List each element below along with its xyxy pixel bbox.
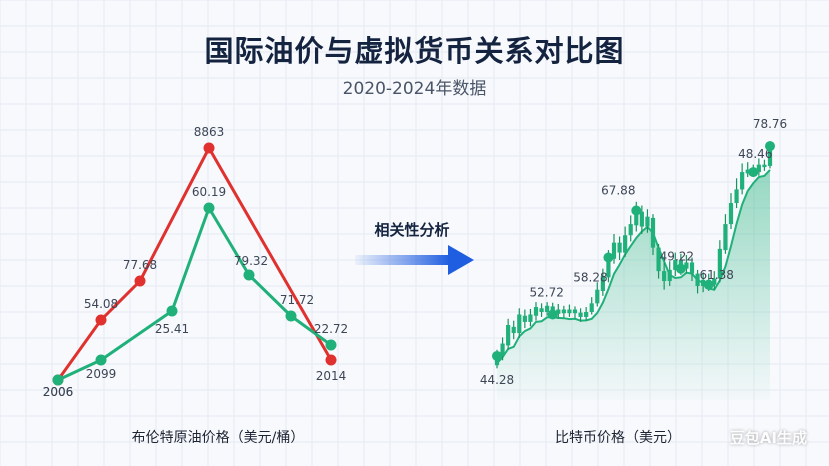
bitcoin-highlight-point — [765, 141, 775, 152]
bitcoin-trend-line — [496, 169, 771, 365]
arrow-label: 相关性分析 — [374, 221, 449, 239]
bitcoin-candle — [728, 193, 734, 230]
oil-data-point — [95, 354, 107, 366]
bitcoin-data-label: 58.28 — [573, 271, 607, 285]
oil-data-label: 22.72 — [314, 322, 348, 336]
oil-data-label: 25.41 — [155, 322, 189, 336]
arrow-head — [448, 245, 474, 275]
oil-data-label: 2014 — [316, 369, 347, 383]
bitcoin-candle — [756, 158, 761, 176]
bitcoin-candle — [712, 271, 717, 290]
oil-data-label: 60.19 — [192, 185, 226, 199]
bitcoin-highlight-point — [492, 350, 502, 361]
bitcoin-candle — [628, 215, 633, 242]
oil-data-label: 8863 — [194, 125, 225, 139]
bitcoin-axis-label: 比特币价格（美元） — [555, 430, 681, 446]
watermark: 豆包AI生成 — [729, 429, 807, 447]
bitcoin-candle — [623, 226, 628, 257]
bitcoin-candle — [578, 308, 583, 322]
bitcoin-candle — [595, 282, 600, 307]
bitcoin-candle — [500, 337, 505, 361]
bitcoin-candle — [695, 269, 700, 294]
bitcoin-candle — [567, 304, 572, 317]
oil-data-label: 54.08 — [84, 297, 118, 311]
arrow-shaft — [355, 255, 450, 265]
bitcoin-candle — [617, 236, 622, 260]
bitcoin-highlight-point — [547, 309, 558, 320]
oil-data-point — [166, 305, 178, 317]
bitcoin-candle — [572, 306, 578, 319]
bitcoin-candle — [662, 262, 667, 290]
oil-data-label: 77.68 — [123, 258, 157, 272]
bitcoin-data-label: 52.72 — [530, 285, 564, 299]
bitcoin-highlight-point — [675, 263, 686, 274]
oil-data-label: 2006 — [43, 385, 74, 399]
bitcoin-candle — [745, 162, 750, 178]
oil-data-point — [285, 310, 297, 322]
oil-data-label: 79.32 — [234, 254, 268, 268]
bitcoin-data-label: 61.38 — [700, 268, 734, 282]
bitcoin-highlight-point — [748, 167, 759, 178]
bitcoin-candle — [656, 243, 661, 279]
bitcoin-highlight-point — [703, 279, 714, 290]
bitcoin-data-label: 44.28 — [480, 373, 514, 387]
oil-data-label: 2099 — [86, 367, 117, 381]
oil-data-point — [134, 275, 146, 287]
bitcoin-data-label: 78.76 — [753, 117, 787, 131]
bitcoin-data-label: 48.46 — [738, 147, 772, 161]
bitcoin-candle — [545, 302, 550, 316]
bitcoin-candle — [723, 214, 728, 254]
bitcoin-area-fill — [497, 169, 770, 400]
bitcoin-candle — [584, 307, 589, 321]
bitcoin-candle — [684, 255, 689, 274]
oil-data-point — [203, 142, 215, 154]
bitcoin-candle — [762, 159, 767, 171]
bitcoin-candle — [556, 303, 561, 319]
bitcoin-candle — [589, 297, 594, 315]
bitcoin-candle — [522, 309, 527, 329]
bitcoin-candle — [701, 272, 706, 293]
bitcoin-candle — [650, 214, 656, 256]
bitcoin-candle — [506, 318, 511, 350]
oil-data-point — [203, 202, 215, 214]
bitcoin-candle — [740, 163, 745, 195]
bitcoin-candle — [600, 268, 605, 296]
oil-data-label: 71.72 — [280, 293, 314, 307]
bitcoin-candle — [611, 234, 617, 264]
bitcoin-candle — [639, 205, 644, 234]
bitcoin-data-label: 67.88 — [601, 183, 635, 197]
bitcoin-candle — [645, 209, 650, 233]
oil-data-point — [243, 269, 255, 281]
bitcoin-candle — [717, 240, 722, 283]
bitcoin-candle — [517, 308, 522, 338]
oil-axis-label: 布伦特原油价格（美元/桶） — [132, 430, 305, 446]
oil-data-label: 2006 — [43, 385, 74, 399]
oil-data-point — [52, 374, 64, 386]
bitcoin-candle — [561, 305, 566, 318]
oil-data-point — [325, 339, 337, 351]
chart-subtitle: 2020-2024年数据 — [342, 79, 487, 99]
bitcoin-candle — [539, 303, 544, 317]
bitcoin-highlight-point — [631, 205, 642, 216]
chart-title: 国际油价与虚拟货币关系对比图 — [204, 34, 625, 68]
bitcoin-candle — [667, 261, 672, 286]
bitcoin-candle — [511, 320, 516, 340]
bitcoin-candle — [689, 257, 695, 282]
bitcoin-data-label: 49.22 — [660, 250, 694, 264]
bitcoin-candle — [528, 308, 533, 327]
bitcoin-candle — [533, 302, 539, 321]
bitcoin-highlight-point — [603, 252, 614, 263]
oil-data-point — [325, 354, 337, 366]
oil-data-point — [95, 314, 107, 326]
bitcoin-candle — [673, 252, 678, 277]
bitcoin-candle — [734, 178, 739, 208]
